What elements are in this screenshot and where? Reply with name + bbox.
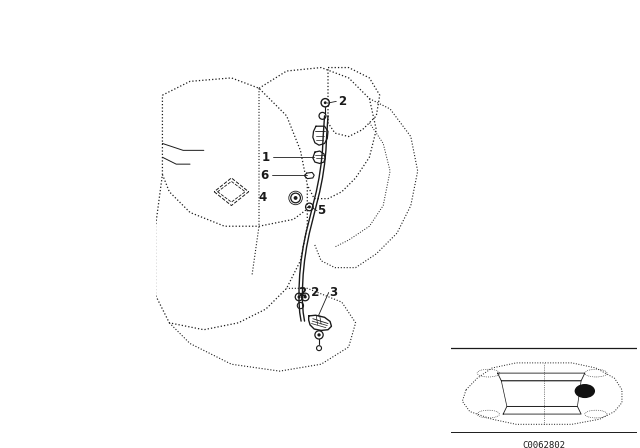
Text: 4: 4 — [259, 191, 267, 204]
Text: C0062802: C0062802 — [522, 441, 566, 448]
Text: 2: 2 — [339, 95, 346, 108]
Circle shape — [298, 295, 301, 298]
Text: 3: 3 — [329, 286, 337, 299]
Circle shape — [317, 333, 321, 336]
Circle shape — [575, 384, 595, 398]
Circle shape — [304, 295, 307, 298]
Text: 2 2: 2 2 — [299, 286, 319, 299]
Text: 1: 1 — [261, 151, 269, 164]
Circle shape — [308, 205, 311, 208]
Text: 5: 5 — [317, 204, 325, 217]
Circle shape — [324, 101, 326, 104]
Text: 6: 6 — [260, 169, 268, 182]
Circle shape — [294, 196, 298, 200]
